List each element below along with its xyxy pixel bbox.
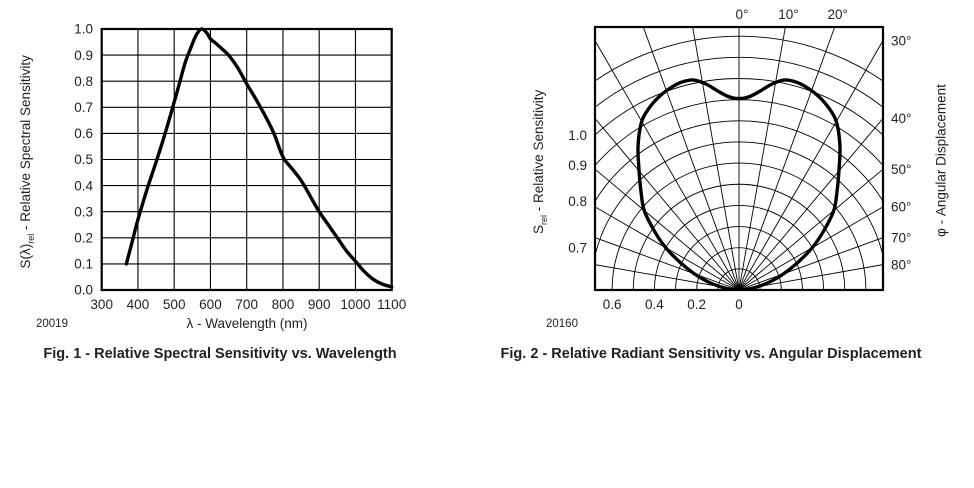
fig1-document-number: 20019 <box>36 318 68 330</box>
fig2-angle-tick-label: 60° <box>891 200 911 215</box>
fig2-radius-tick-label: 0 <box>735 297 743 312</box>
fig1-x-tick-label: 800 <box>272 297 295 312</box>
fig2-left-axis-title: Srel - Relative Sensitivity <box>531 0 549 332</box>
fig1-plot-frame <box>100 27 393 292</box>
fig2-radius-tick-label: 0.4 <box>645 297 664 312</box>
fig2-angle-tick-label: 10° <box>778 7 798 22</box>
fig1-x-tick-label: 500 <box>163 297 186 312</box>
fig1-y-axis-title-subscript: rel <box>25 233 36 244</box>
fig1-caption: Fig. 1 - Relative Spectral Sensitivity v… <box>43 346 397 362</box>
fig1-y-tick-label: 0.2 <box>74 231 93 246</box>
fig1-x-tick-label: 900 <box>308 297 331 312</box>
fig1-y-tick-label: 0.3 <box>74 204 93 219</box>
fig1-curve <box>124 27 394 289</box>
fig1-x-tick-label: 400 <box>127 297 150 312</box>
fig2-document-number: 20160 <box>546 318 578 330</box>
fig1-y-tick-label: 0.5 <box>74 152 93 167</box>
fig2-angle-ray <box>738 168 883 290</box>
fig1-y-tick-label: 0.1 <box>74 257 93 272</box>
fig1-y-axis-title: S(λ)rel - Relative Spectral Sensitivity <box>18 0 36 332</box>
fig1-x-axis-title: λ - Wavelength (nm) <box>186 316 308 331</box>
fig2-angle-ray <box>738 264 883 290</box>
fig1-x-tick-label: 600 <box>199 297 222 312</box>
fig2-angle-ray <box>595 206 740 290</box>
fig1-y-tick-label: 0.7 <box>74 100 93 115</box>
fig2-radius-tick-label: 0.7 <box>568 241 587 256</box>
fig2-radius-tick-label: 0.6 <box>603 297 622 312</box>
fig2-radius-tick-label: 0.8 <box>568 194 587 209</box>
fig2-plot: 0° 10° 20° 30° 40° 50° 60° 70° 80° 0.6 0.4 0.2 0 1.0 0… <box>568 7 911 312</box>
fig2-left-axis-title-subscript: rel <box>538 214 549 225</box>
fig1-y-tick-label: 0.8 <box>74 74 93 89</box>
fig2-angle-ray <box>738 39 883 290</box>
fig2-angle-ray <box>692 27 740 290</box>
fig1-x-tick-label: 1100 <box>377 297 406 312</box>
fig2-angle-tick-label: 80° <box>891 257 911 272</box>
fig2-angle-ray <box>595 39 740 290</box>
fig2-right-axis-title: φ - Angular Displacement <box>933 84 949 237</box>
fig2-radius-tick-label: 1.0 <box>568 128 587 143</box>
fig1-y-tick-label: 0.6 <box>74 126 93 141</box>
fig2-angle-ray <box>738 27 836 290</box>
fig2-angle-tick-label: 20° <box>827 7 847 22</box>
fig2-radius-tick-label: 0.2 <box>687 297 706 312</box>
fig1-x-tick-label: 700 <box>235 297 258 312</box>
fig1-y-tick-label: 0.9 <box>74 48 93 63</box>
fig2-angle-ray <box>642 27 740 290</box>
fig1-y-tick-label: 0.0 <box>74 283 93 298</box>
fig1-plot: 300 400 500 600 700 800 900 1000 1100 1.0 0.9 0.8 0.… <box>74 22 406 312</box>
fig2-angle-ray <box>595 117 740 290</box>
fig2-angle-ray <box>738 206 883 290</box>
fig2-angle-ray <box>595 264 740 290</box>
fig2-caption: Fig. 2 - Relative Radiant Sensitivity vs… <box>500 346 922 362</box>
fig1-y-axis-title-symbol: S(λ) <box>18 243 34 269</box>
fig2-angle-tick-label: 30° <box>891 33 911 48</box>
fig2-angle-ray <box>595 168 740 290</box>
fig2-angle-tick-label: 50° <box>891 162 911 177</box>
fig2-angle-ray <box>738 117 883 290</box>
fig2-radius-arc <box>595 35 883 82</box>
fig2-angle-tick-label: 40° <box>891 111 911 126</box>
fig2-curve <box>636 78 842 290</box>
fig1-x-tick-label: 300 <box>90 297 113 312</box>
fig2-angle-ray <box>738 27 786 290</box>
fig1-x-tick-label: 1000 <box>340 297 370 312</box>
fig2-radius-tick-label: 0.9 <box>568 158 587 173</box>
fig1-y-tick-label: 0.4 <box>74 178 93 193</box>
fig2-angle-ray <box>738 237 883 290</box>
fig2-left-axis-title-text: - Relative Sensitivity <box>531 89 547 215</box>
fig2-polar-grid <box>595 27 883 290</box>
fig1-y-tick-label: 1.0 <box>74 22 93 37</box>
fig2-left-axis-title-symbol: S <box>531 225 547 235</box>
fig2-angle-tick-label: 70° <box>891 230 911 245</box>
fig2-angle-tick-label: 0° <box>736 7 749 22</box>
fig1-y-axis-title-text: - Relative Spectral Sensitivity <box>18 55 34 234</box>
fig2-angle-ray <box>595 237 740 290</box>
